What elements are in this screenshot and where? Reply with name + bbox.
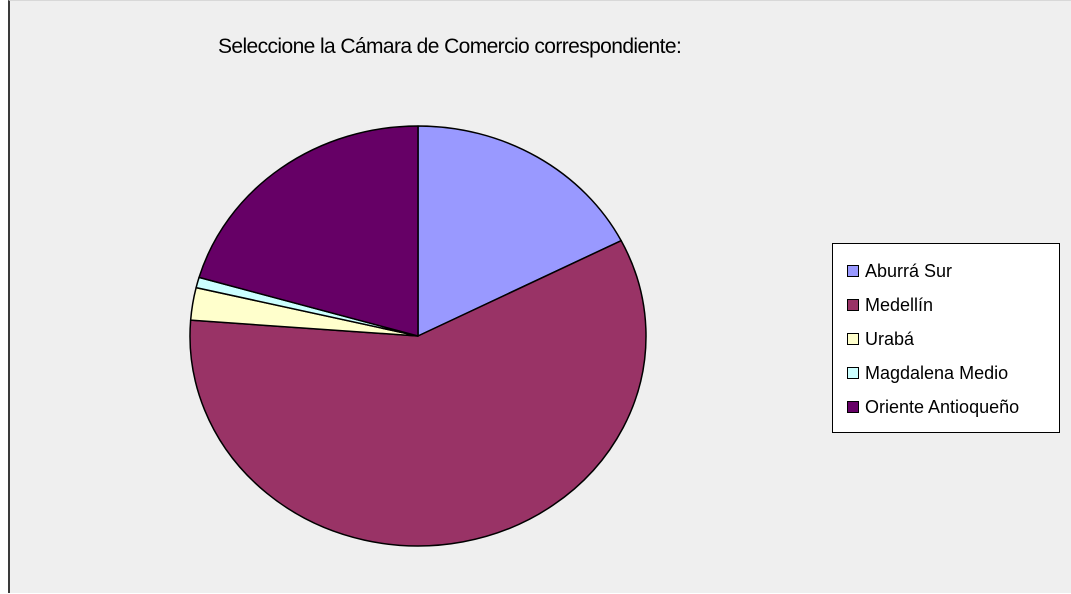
legend-label: Medellín	[865, 294, 934, 315]
legend-item: Urabá	[833, 322, 1059, 356]
legend-item: Medellín	[833, 288, 1059, 322]
legend-swatch-uraba	[847, 333, 859, 345]
legend-swatch-medellin	[847, 299, 859, 311]
legend-label: Magdalena Medio	[865, 362, 1009, 383]
pie-chart	[189, 125, 647, 547]
legend-item: Magdalena Medio	[833, 356, 1059, 390]
legend-label: Urabá	[865, 328, 915, 349]
chart-title: Seleccione la Cámara de Comercio corresp…	[218, 35, 682, 58]
pie-slice-oriente-antioqueno	[198, 125, 419, 337]
legend-item: Aburrá Sur	[833, 254, 1059, 288]
legend-label: Aburrá Sur	[865, 260, 953, 281]
legend-item: Oriente Antioqueño	[833, 390, 1059, 424]
legend-label: Oriente Antioqueño	[865, 396, 1020, 417]
pie-slice-medellin	[189, 239, 647, 547]
legend: Aburrá Sur Medellín Urabá Magdalena Medi…	[832, 243, 1060, 433]
pie-slice-aburra-sur	[417, 125, 622, 337]
legend-swatch-magdalena-medio	[847, 367, 859, 379]
legend-swatch-aburra-sur	[847, 265, 859, 277]
legend-swatch-oriente-antioqueno	[847, 401, 859, 413]
chart-area: Seleccione la Cámara de Comercio corresp…	[8, 0, 1071, 593]
